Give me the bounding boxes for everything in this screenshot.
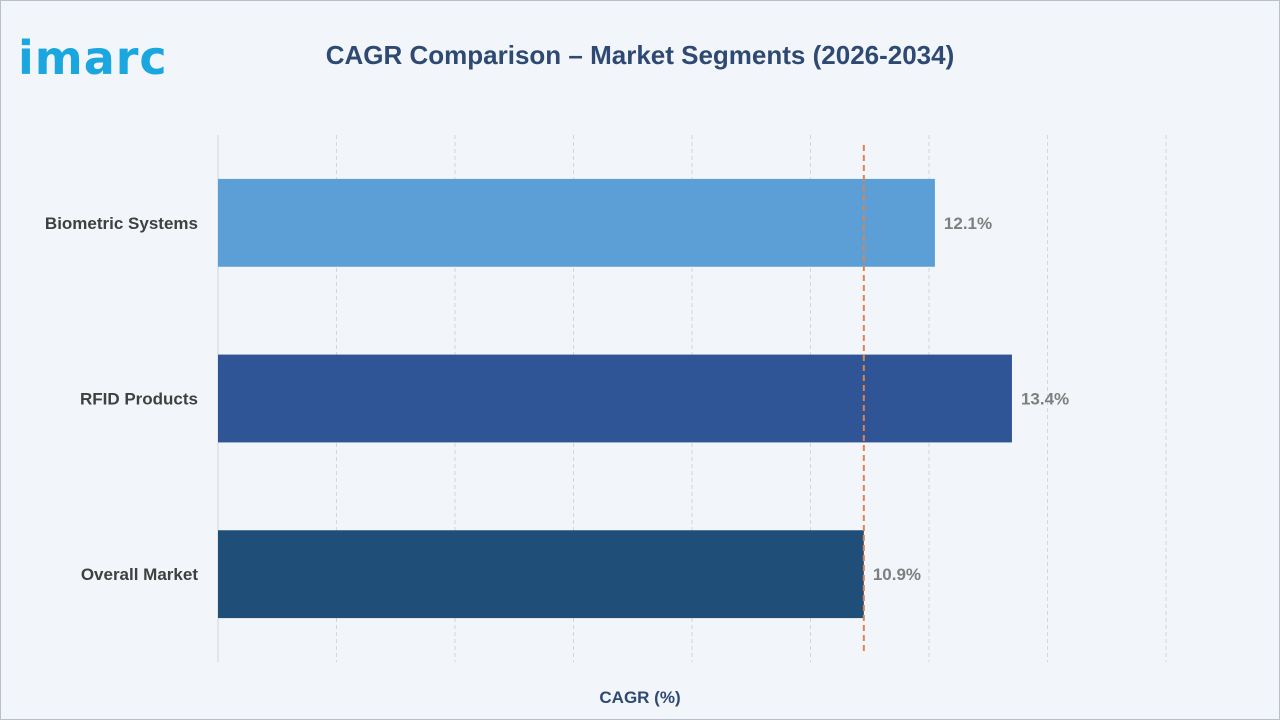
- chart-title: CAGR Comparison – Market Segments (2026-…: [325, 40, 955, 70]
- value-label: 10.9%: [873, 565, 921, 584]
- category-label: Biometric Systems: [45, 214, 198, 233]
- category-label: RFID Products: [80, 390, 198, 409]
- bar: [218, 530, 864, 619]
- value-label: 13.4%: [1021, 390, 1069, 409]
- brand-logo: imarc: [18, 28, 168, 88]
- bar: [218, 178, 935, 267]
- category-label: Overall Market: [81, 565, 199, 584]
- logo-text: imarc: [18, 31, 168, 85]
- x-axis-title: CAGR (%): [599, 688, 681, 707]
- value-label: 12.1%: [944, 214, 992, 233]
- bar: [218, 354, 1012, 443]
